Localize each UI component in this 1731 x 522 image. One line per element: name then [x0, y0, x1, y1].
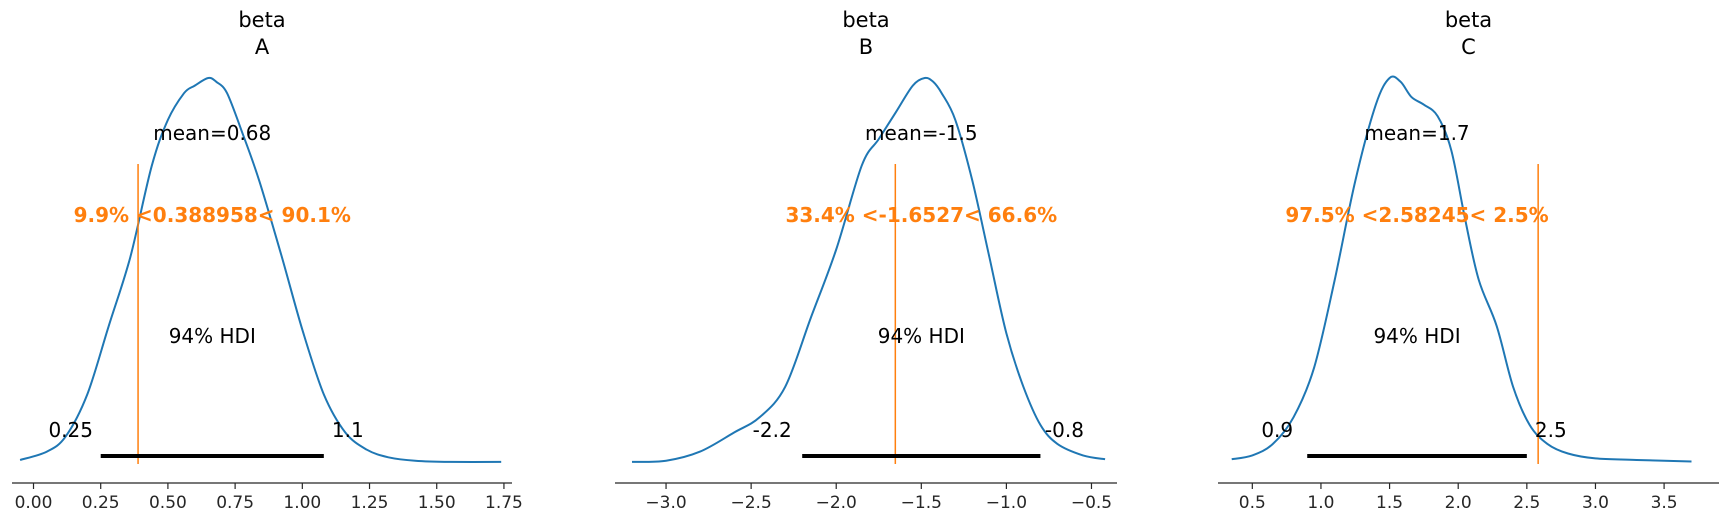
hdi-high-label: 1.1 — [332, 418, 364, 442]
hdi-low-label: 0.25 — [48, 418, 93, 442]
x-tick-label: 2.0 — [1445, 493, 1472, 513]
reference-label: 9.9% <0.388958< 90.1% — [74, 203, 351, 227]
kde-curve — [19, 76, 502, 463]
x-tick-label: 0.75 — [216, 493, 254, 513]
x-tick-label: 0.25 — [82, 493, 120, 513]
panel-title-line: A — [255, 35, 270, 59]
reference-label: 97.5% <2.58245< 2.5% — [1285, 203, 1548, 227]
hdi-label: 94% HDI — [878, 324, 965, 348]
x-tick-label: −2.0 — [816, 493, 857, 513]
mean-label: mean=-1.5 — [865, 121, 978, 145]
hdi-label: 94% HDI — [169, 324, 256, 348]
panel-title-line: B — [859, 35, 873, 59]
x-tick-label: 2.5 — [1513, 493, 1540, 513]
hdi-high-label: -0.8 — [1045, 418, 1084, 442]
x-tick-label: 1.25 — [351, 493, 389, 513]
hdi-low-label: 0.9 — [1261, 418, 1293, 442]
x-tick-label: 0.00 — [15, 493, 53, 513]
x-tick-label: 1.50 — [418, 493, 456, 513]
panel-3: beta C 0.5 1.0 1.5 2.0 2.5 3.0 3.5 mean=1.7 97.5% … — [1218, 8, 1719, 513]
x-tick-label: −2.5 — [730, 493, 771, 513]
x-tick-label: 1.0 — [1307, 493, 1334, 513]
panel-title-line: beta — [842, 8, 889, 32]
panel-2: beta B −3.0 −2.5 −2.0 −1.5 −1.0 −0.5 mean=-1.5 33… — [615, 8, 1117, 513]
mean-label: mean=0.68 — [153, 121, 271, 145]
x-tick-label: 0.50 — [149, 493, 187, 513]
x-tick-label: 1.5 — [1376, 493, 1403, 513]
x-tick-label: −1.5 — [901, 493, 942, 513]
panel-title-line: C — [1461, 35, 1476, 59]
reference-label: 33.4% <-1.6527< 66.6% — [785, 203, 1057, 227]
kde-curve — [1231, 75, 1692, 463]
kde-curve — [631, 76, 1106, 463]
x-tick-label: −1.0 — [986, 493, 1027, 513]
x-tick-label: 3.0 — [1582, 493, 1609, 513]
x-tick-label: 1.75 — [485, 493, 523, 513]
hdi-label: 94% HDI — [1373, 324, 1460, 348]
x-tick-label: 0.5 — [1239, 493, 1266, 513]
x-tick-label: 3.5 — [1651, 493, 1678, 513]
panel-1: beta A 0.00 0.25 0.50 0.75 1.00 1.25 1.50 1.75 mea… — [12, 8, 523, 513]
panel-title-line: beta — [238, 8, 285, 32]
hdi-low-label: -2.2 — [753, 418, 792, 442]
panel-title-line: beta — [1445, 8, 1492, 32]
mean-label: mean=1.7 — [1364, 121, 1469, 145]
x-tick-label: −0.5 — [1071, 493, 1112, 513]
x-tick-label: −3.0 — [645, 493, 686, 513]
hdi-high-label: 2.5 — [1535, 418, 1567, 442]
x-tick-label: 1.00 — [283, 493, 321, 513]
